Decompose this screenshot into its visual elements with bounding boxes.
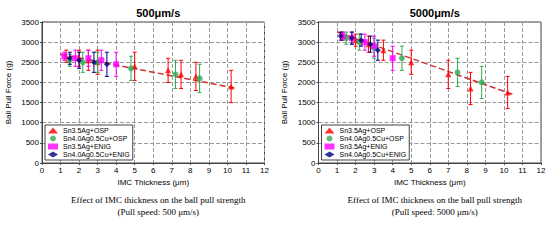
svg-text:1500: 1500 (21, 98, 39, 107)
svg-text:Sn4.0Ag0.5Cu+ENIG: Sn4.0Ag0.5Cu+ENIG (63, 151, 130, 159)
svg-text:9: 9 (483, 166, 488, 175)
svg-text:3000: 3000 (298, 38, 316, 47)
svg-text:(Pull speed: 5000 μm/s): (Pull speed: 5000 μm/s) (392, 207, 478, 217)
svg-text:IMC Thickness (μm): IMC Thickness (μm) (394, 178, 466, 187)
svg-text:3: 3 (372, 166, 377, 175)
svg-text:Effect of IMC thickness on the: Effect of IMC thickness on the ball pull… (348, 195, 523, 205)
svg-text:3000: 3000 (21, 38, 39, 47)
svg-text:2500: 2500 (21, 58, 39, 67)
svg-text:4: 4 (390, 166, 395, 175)
svg-text:Sn4.0Ag0.5Cu+OSP: Sn4.0Ag0.5Cu+OSP (340, 135, 405, 143)
svg-text:1500: 1500 (298, 98, 316, 107)
svg-text:0: 0 (316, 166, 321, 175)
svg-text:(Pull speed: 500 μm/s): (Pull speed: 500 μm/s) (117, 207, 199, 217)
svg-text:3500: 3500 (298, 18, 316, 27)
svg-text:7: 7 (170, 166, 175, 175)
svg-text:4: 4 (114, 166, 119, 175)
svg-text:11: 11 (242, 166, 251, 175)
svg-text:Sn3.5Ag+ENIG: Sn3.5Ag+ENIG (340, 143, 388, 151)
svg-text:9: 9 (207, 166, 212, 175)
svg-text:IMC Thickness (μm): IMC Thickness (μm) (117, 178, 189, 187)
svg-text:5000μm/s: 5000μm/s (410, 7, 460, 19)
svg-text:12: 12 (260, 166, 269, 175)
svg-text:500μm/s: 500μm/s (136, 7, 180, 19)
svg-text:500: 500 (302, 138, 316, 147)
svg-text:2: 2 (77, 166, 82, 175)
svg-text:Sn4.0Ag0.5Cu+ENIG: Sn4.0Ag0.5Cu+ENIG (340, 151, 407, 159)
svg-text:3: 3 (95, 166, 100, 175)
svg-text:1000: 1000 (298, 118, 316, 127)
svg-text:5: 5 (409, 166, 414, 175)
svg-text:5: 5 (132, 166, 137, 175)
svg-text:7: 7 (446, 166, 451, 175)
svg-text:1: 1 (58, 166, 63, 175)
svg-text:3500: 3500 (21, 18, 39, 27)
svg-text:0: 0 (40, 166, 45, 175)
svg-text:Sn3.5Ag+OSP: Sn3.5Ag+OSP (63, 127, 109, 135)
svg-text:10: 10 (499, 166, 508, 175)
svg-text:6: 6 (428, 166, 433, 175)
svg-text:500: 500 (26, 138, 40, 147)
svg-text:8: 8 (188, 166, 193, 175)
svg-text:2000: 2000 (21, 78, 39, 87)
svg-text:11: 11 (518, 166, 527, 175)
svg-text:1: 1 (335, 166, 340, 175)
svg-text:2: 2 (353, 166, 358, 175)
svg-text:2500: 2500 (298, 58, 316, 67)
svg-text:Sn3.5Ag+OSP: Sn3.5Ag+OSP (340, 127, 386, 135)
svg-text:10: 10 (223, 166, 232, 175)
svg-text:Sn4.0Ag0.5Cu+OSP: Sn4.0Ag0.5Cu+OSP (63, 135, 128, 143)
svg-text:Ball Pull Force (g): Ball Pull Force (g) (4, 60, 13, 124)
svg-text:1000: 1000 (21, 118, 39, 127)
svg-text:2000: 2000 (298, 78, 316, 87)
svg-text:0: 0 (34, 158, 39, 168)
svg-text:0: 0 (311, 158, 316, 168)
svg-text:Ball Pull Force (g): Ball Pull Force (g) (280, 60, 289, 124)
svg-text:12: 12 (537, 166, 546, 175)
svg-text:8: 8 (465, 166, 470, 175)
svg-text:Effect of IMC thickness on the: Effect of IMC thickness on the ball pull… (71, 195, 246, 205)
svg-text:Sn3.5Ag+ENIG: Sn3.5Ag+ENIG (63, 143, 111, 151)
svg-text:6: 6 (151, 166, 156, 175)
